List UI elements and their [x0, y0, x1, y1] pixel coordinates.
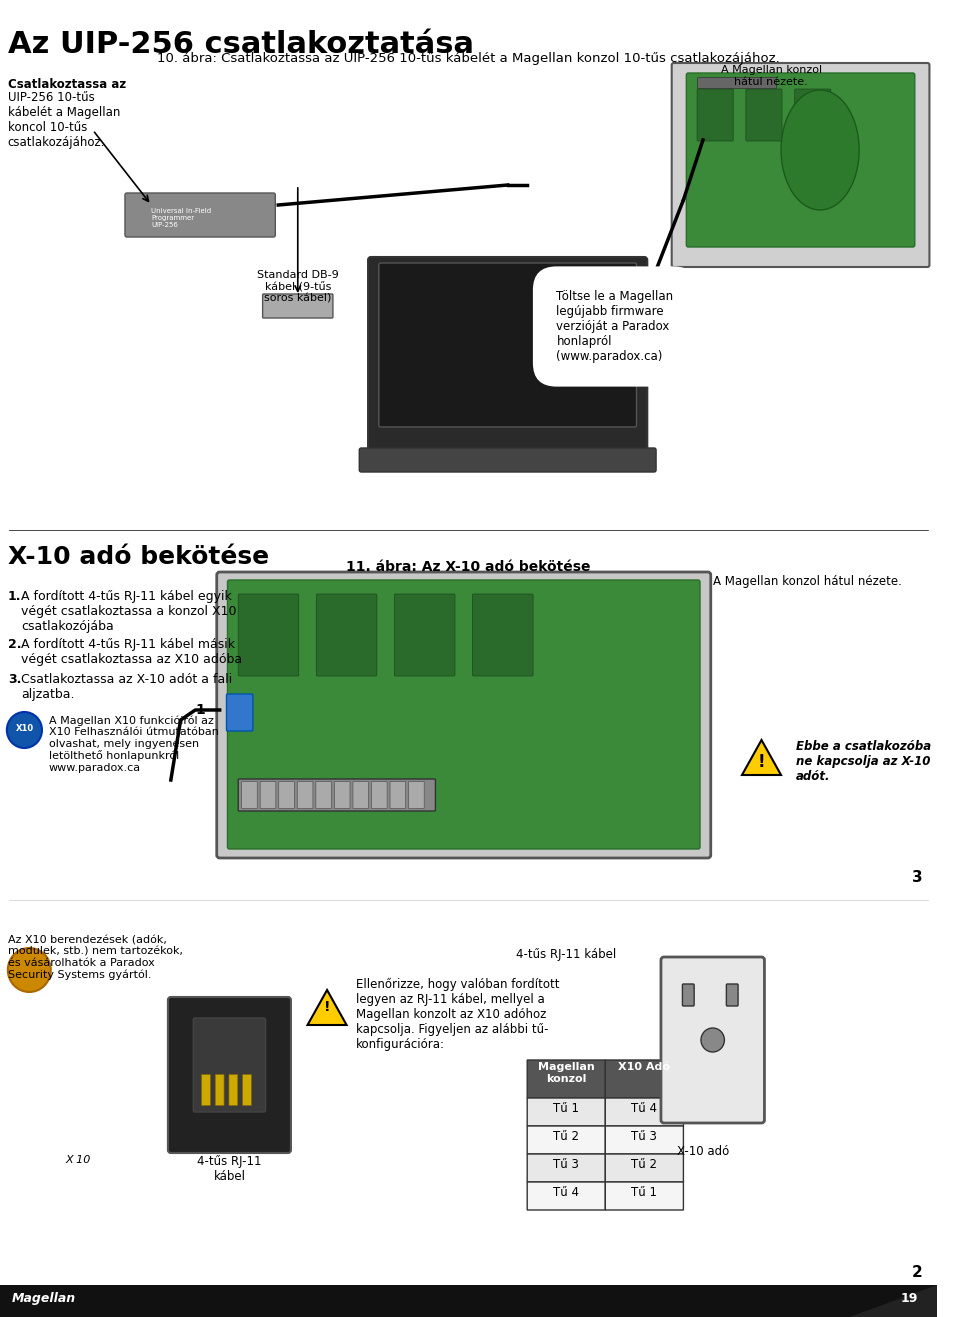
- FancyBboxPatch shape: [409, 781, 424, 809]
- FancyBboxPatch shape: [125, 194, 276, 237]
- Text: X-10 adó: X-10 adó: [677, 1144, 729, 1158]
- FancyBboxPatch shape: [527, 1181, 606, 1210]
- FancyBboxPatch shape: [746, 90, 782, 141]
- Circle shape: [701, 1029, 725, 1052]
- Text: X 10: X 10: [65, 1155, 91, 1166]
- Text: Magellan
konzol: Magellan konzol: [538, 1062, 594, 1084]
- FancyBboxPatch shape: [263, 294, 333, 317]
- Text: Tű 3: Tű 3: [553, 1158, 579, 1171]
- Text: Magellan: Magellan: [12, 1292, 76, 1305]
- FancyBboxPatch shape: [228, 1075, 238, 1105]
- Text: Töltse le a Magellan
legújabb firmware
verzióját a Paradox
honlapról
(www.parado: Töltse le a Magellan legújabb firmware v…: [557, 290, 674, 363]
- FancyBboxPatch shape: [228, 579, 700, 849]
- Text: X-10 adó bekötése: X-10 adó bekötése: [8, 545, 269, 569]
- FancyBboxPatch shape: [193, 1018, 266, 1112]
- Text: X10: X10: [15, 723, 34, 732]
- Text: 3.: 3.: [8, 673, 21, 686]
- Text: 4-tűs RJ-11
kábel: 4-tűs RJ-11 kábel: [197, 1155, 262, 1183]
- Text: Tű 2: Tű 2: [553, 1130, 579, 1143]
- Text: Ebbe a csatlakozóba
ne kapcsolja az X-10
adót.: Ebbe a csatlakozóba ne kapcsolja az X-10…: [796, 740, 931, 784]
- Text: Ellenőrizze, hogy valóban fordított
legyen az RJ-11 kábel, mellyel a
Magellan ko: Ellenőrizze, hogy valóban fordított legy…: [356, 979, 560, 1051]
- Text: Tű 1: Tű 1: [553, 1102, 579, 1115]
- FancyBboxPatch shape: [202, 1075, 210, 1105]
- FancyBboxPatch shape: [359, 448, 656, 471]
- Text: 2: 2: [912, 1266, 923, 1280]
- Text: Tű 4: Tű 4: [553, 1187, 579, 1198]
- Text: 11. ábra: Az X-10 adó bekötése: 11. ábra: Az X-10 adó bekötése: [347, 560, 590, 574]
- Text: UIP-256 10-tűs
kábelét a Magellan
koncol 10-tűs
csatlakozájához.: UIP-256 10-tűs kábelét a Magellan koncol…: [8, 91, 120, 149]
- FancyBboxPatch shape: [238, 778, 436, 811]
- FancyBboxPatch shape: [215, 1075, 224, 1105]
- Ellipse shape: [781, 90, 859, 209]
- Text: A Magellan konzol hátul nézete.: A Magellan konzol hátul nézete.: [712, 576, 901, 587]
- FancyBboxPatch shape: [698, 78, 777, 88]
- Text: Az UIP-256 csatlakoztatása: Az UIP-256 csatlakoztatása: [8, 30, 474, 59]
- Text: A Magellan X10 funkcióiról az
X10 Felhasználói útmutatóban
olvashat, mely ingyen: A Magellan X10 funkcióiról az X10 Felhas…: [49, 715, 219, 773]
- FancyBboxPatch shape: [606, 1154, 684, 1181]
- FancyBboxPatch shape: [242, 781, 257, 809]
- FancyBboxPatch shape: [353, 781, 369, 809]
- Text: 1: 1: [195, 703, 205, 716]
- FancyBboxPatch shape: [527, 1126, 606, 1154]
- FancyBboxPatch shape: [606, 1098, 684, 1126]
- FancyBboxPatch shape: [317, 594, 377, 676]
- FancyBboxPatch shape: [368, 257, 647, 453]
- Text: Tű 4: Tű 4: [632, 1102, 658, 1115]
- FancyBboxPatch shape: [606, 1181, 684, 1210]
- FancyBboxPatch shape: [379, 263, 636, 427]
- FancyBboxPatch shape: [390, 781, 406, 809]
- FancyBboxPatch shape: [298, 781, 313, 809]
- Text: Standard DB-9
kábel (9-tűs
soros kábel): Standard DB-9 kábel (9-tűs soros kábel): [257, 270, 339, 304]
- FancyBboxPatch shape: [316, 781, 331, 809]
- FancyBboxPatch shape: [683, 984, 694, 1006]
- Text: X10 Adó: X10 Adó: [618, 1062, 670, 1072]
- FancyBboxPatch shape: [527, 1060, 606, 1098]
- Text: Csatlakoztassa az: Csatlakoztassa az: [8, 78, 126, 91]
- Text: Tű 1: Tű 1: [632, 1187, 658, 1198]
- Text: 2.: 2.: [8, 637, 21, 651]
- FancyBboxPatch shape: [278, 781, 295, 809]
- FancyBboxPatch shape: [795, 90, 830, 141]
- FancyBboxPatch shape: [260, 781, 276, 809]
- Text: Az X10 berendezések (adók,
modulek, stb.) nem tartozékok,
és vásárolhatók a Para: Az X10 berendezések (adók, modulek, stb.…: [8, 935, 182, 980]
- Text: 4-tűs RJ-11 kábel: 4-tűs RJ-11 kábel: [516, 948, 616, 961]
- Text: !: !: [324, 1000, 330, 1014]
- Text: Tű 3: Tű 3: [632, 1130, 658, 1143]
- Bar: [0, 1285, 937, 1317]
- Text: !: !: [757, 753, 765, 770]
- FancyBboxPatch shape: [472, 594, 533, 676]
- Text: Universal In-Field
Programmer
UIP-256: Universal In-Field Programmer UIP-256: [152, 208, 211, 228]
- FancyBboxPatch shape: [672, 63, 929, 267]
- FancyBboxPatch shape: [395, 594, 455, 676]
- Text: 10. ábra: Csatlakoztassa az UIP-256 10-tűs kábelét a Magellan konzol 10-tűs csat: 10. ábra: Csatlakoztassa az UIP-256 10-t…: [157, 51, 780, 65]
- Text: Tű 2: Tű 2: [632, 1158, 658, 1171]
- FancyBboxPatch shape: [686, 72, 915, 248]
- FancyBboxPatch shape: [372, 781, 387, 809]
- FancyBboxPatch shape: [697, 90, 733, 141]
- FancyBboxPatch shape: [334, 781, 350, 809]
- Text: A fordított 4-tűs RJ-11 kábel egyik
végét csatlakoztassa a konzol X10
csatlakozó: A fordított 4-tűs RJ-11 kábel egyik végé…: [21, 590, 237, 633]
- Polygon shape: [742, 740, 781, 774]
- Text: 1.: 1.: [8, 590, 21, 603]
- FancyBboxPatch shape: [238, 594, 299, 676]
- Circle shape: [7, 712, 42, 748]
- FancyBboxPatch shape: [527, 1154, 606, 1181]
- FancyBboxPatch shape: [227, 694, 252, 731]
- FancyBboxPatch shape: [606, 1126, 684, 1154]
- FancyBboxPatch shape: [217, 572, 710, 857]
- Text: A fordított 4-tűs RJ-11 kábel másik
végét csatlakoztassa az X10 adóba: A fordított 4-tűs RJ-11 kábel másik végé…: [21, 637, 243, 666]
- Circle shape: [8, 948, 51, 992]
- Text: A Magellan konzol
hátul nézete.: A Magellan konzol hátul nézete.: [721, 65, 822, 87]
- FancyBboxPatch shape: [243, 1075, 252, 1105]
- FancyBboxPatch shape: [606, 1060, 684, 1098]
- Polygon shape: [307, 990, 347, 1025]
- Polygon shape: [850, 1285, 937, 1317]
- FancyBboxPatch shape: [660, 957, 764, 1123]
- FancyBboxPatch shape: [168, 997, 291, 1152]
- FancyBboxPatch shape: [727, 984, 738, 1006]
- Text: Csatlakoztassa az X-10 adót a fali
aljzatba.: Csatlakoztassa az X-10 adót a fali aljza…: [21, 673, 232, 701]
- Text: 19: 19: [900, 1292, 918, 1305]
- FancyBboxPatch shape: [527, 1098, 606, 1126]
- Text: 3: 3: [912, 871, 923, 885]
